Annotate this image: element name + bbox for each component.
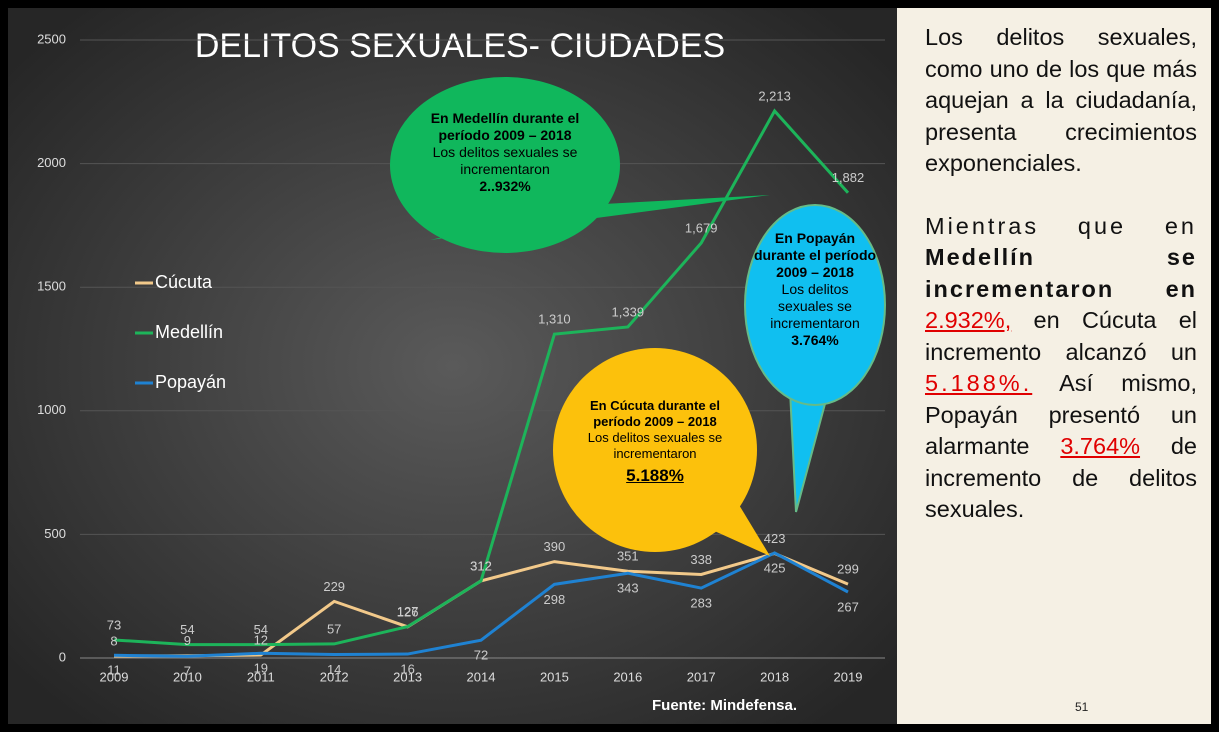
data-label: 298 <box>544 592 566 607</box>
callout-figure: 2..932% <box>479 178 531 194</box>
data-label: 127 <box>397 604 419 619</box>
callout-bold: En Popayán durante el período 2009 – 201… <box>753 230 877 280</box>
y-tick-label: 500 <box>44 526 66 541</box>
data-label: 8 <box>110 633 117 648</box>
y-tick-label: 1000 <box>37 402 66 417</box>
data-label: 1,310 <box>538 312 571 327</box>
x-tick-label: 2017 <box>687 669 716 684</box>
series-line <box>113 551 849 658</box>
data-label: 7 <box>184 664 191 679</box>
callouts <box>390 77 886 556</box>
x-tick-label: 2019 <box>834 669 863 684</box>
data-label: 423 <box>764 531 786 546</box>
x-tick-label: 2016 <box>613 669 642 684</box>
page-number: 51 <box>1075 700 1089 714</box>
source: Fuente: Mindefensa. <box>652 697 798 714</box>
callout-text: En Popayán durante el período 2009 – 201… <box>752 230 878 349</box>
callout-bubble <box>390 77 620 253</box>
data-label: 54 <box>180 622 194 637</box>
data-label: 299 <box>837 562 859 577</box>
data-label: 343 <box>617 581 639 596</box>
legend-label: Cúcuta <box>155 272 213 292</box>
y-tick-label: 2500 <box>37 31 66 46</box>
data-label: 283 <box>690 595 712 610</box>
data-label: 12 <box>254 632 268 647</box>
chart-title: DELITOS SEXUALES- CIUDADES <box>195 27 725 65</box>
callout-figure: 3.764% <box>791 332 839 348</box>
data-label: 425 <box>764 560 786 575</box>
data-label: 1,339 <box>612 304 645 319</box>
data-label: 16 <box>400 661 414 676</box>
data-label: 14 <box>327 662 341 677</box>
x-tick-label: 2010 <box>173 669 202 684</box>
y-tick-label: 1500 <box>37 279 66 294</box>
x-tick-label: 2015 <box>540 669 569 684</box>
data-label: 229 <box>323 579 345 594</box>
callout-bubble <box>744 204 886 406</box>
callout-body: Los delitos sexuales se incrementaron <box>587 430 723 461</box>
data-label: 312 <box>470 558 492 573</box>
callout-body: Los delitos sexuales se incrementaron <box>770 281 860 331</box>
data-label: 54 <box>254 622 268 637</box>
x-tick-label: 2014 <box>467 669 496 684</box>
highlight: 3.764% <box>1060 433 1141 459</box>
legend-label: Medellín <box>155 322 223 342</box>
data-label: 390 <box>544 539 566 554</box>
y-tick-label: 2000 <box>37 155 66 170</box>
data-label: 57 <box>327 621 341 636</box>
text: Medellín se incrementaron en <box>925 244 1197 302</box>
data-label: 312 <box>470 558 492 573</box>
paragraph: Los delitos sexuales, como uno de los qu… <box>925 24 1197 176</box>
x-tick-label: 2018 <box>760 669 789 684</box>
callout-bubble <box>553 348 757 552</box>
callout-text: En Medellín durante el período 2009 – 20… <box>425 110 585 195</box>
callout-bold: En Cúcuta durante el período 2009 – 2018 <box>589 398 721 429</box>
text: Mientras que en <box>925 212 1197 239</box>
x-tick-label: 2011 <box>247 669 275 684</box>
x-tick-label: 2013 <box>393 669 422 684</box>
highlight: 2.932%, <box>925 307 1012 333</box>
data-label: 351 <box>617 549 639 564</box>
legend-label: Popayán <box>155 372 226 392</box>
data-label: 1,679 <box>685 220 718 235</box>
data-label: 2,213 <box>758 88 791 103</box>
data-label: 9 <box>184 633 191 648</box>
paragraph: Mientras que en Medellín se incrementaro… <box>925 211 1197 526</box>
callout-body: Los delitos sexuales se incrementaron <box>432 144 578 177</box>
highlight: 5.188%. <box>925 370 1033 396</box>
data-label: 73 <box>107 617 121 632</box>
data-label: 19 <box>254 661 268 676</box>
data-label: 72 <box>474 648 488 663</box>
data-label: 126 <box>397 604 419 619</box>
data-label: 11 <box>107 663 121 678</box>
text: de incremento de delitos sexuales. <box>925 433 1197 522</box>
callout-bold: En Medellín durante el período 2009 – 20… <box>430 110 580 143</box>
data-label: 1,882 <box>832 170 865 185</box>
x-tick-label: 2012 <box>320 669 349 684</box>
data-label: 338 <box>690 552 712 567</box>
x-tick-label: 2009 <box>100 669 129 684</box>
text: Así mismo, Popayán presentó un alarmante <box>925 370 1197 459</box>
callout-figure: 5.188% <box>626 466 684 485</box>
y-tick-label: 0 <box>59 649 66 664</box>
text: en Cúcuta el incremento alcanzó un <box>925 307 1197 365</box>
data-label: 267 <box>837 599 859 614</box>
text-panel: Los delitos sexuales, como uno de los qu… <box>897 8 1211 724</box>
callout-text: En Cúcuta durante el período 2009 – 2018… <box>580 398 730 484</box>
